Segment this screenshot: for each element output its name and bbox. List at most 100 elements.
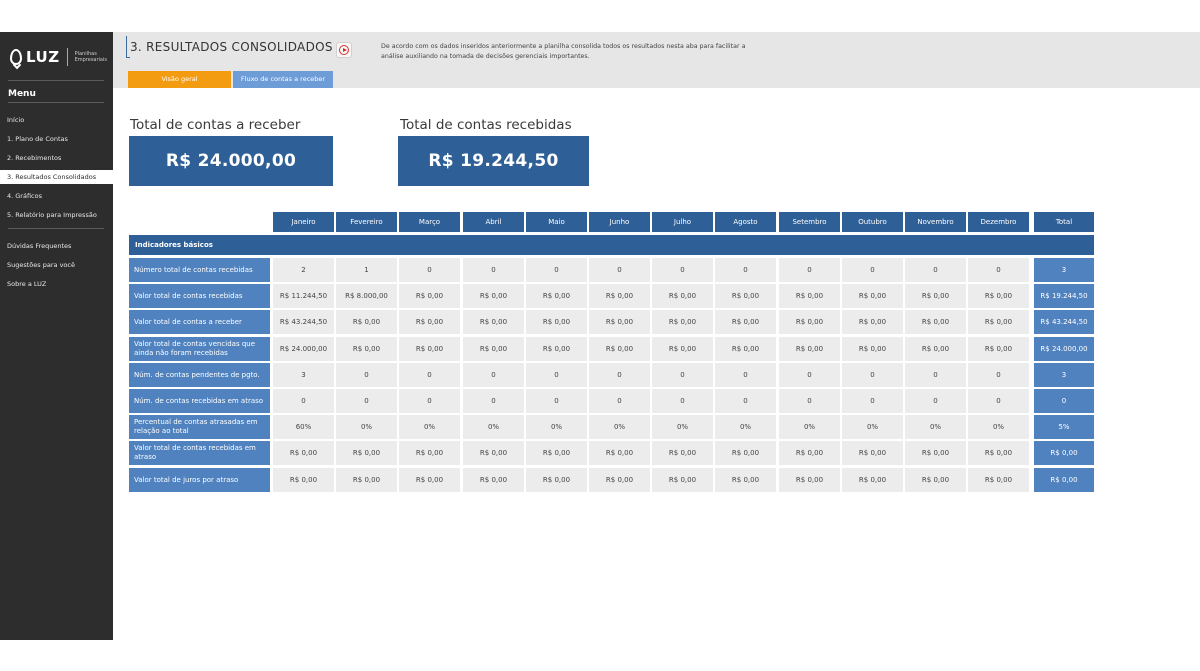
- table-cell[interactable]: 3: [273, 363, 334, 387]
- table-cell[interactable]: R$ 0,00: [336, 441, 397, 465]
- table-cell[interactable]: R$ 0,00: [589, 337, 650, 361]
- table-cell[interactable]: 0%: [589, 415, 650, 439]
- table-cell[interactable]: 0: [905, 258, 966, 282]
- table-cell[interactable]: R$ 0,00: [842, 337, 903, 361]
- table-cell[interactable]: R$ 0,00: [589, 468, 650, 492]
- table-cell[interactable]: R$ 0,00: [842, 284, 903, 308]
- table-cell[interactable]: R$ 0,00: [399, 337, 460, 361]
- table-cell[interactable]: 0: [652, 363, 713, 387]
- table-total-cell[interactable]: R$ 19.244,50: [1034, 284, 1094, 308]
- table-cell[interactable]: R$ 0,00: [905, 441, 966, 465]
- table-cell[interactable]: 0: [905, 389, 966, 413]
- table-cell[interactable]: 0: [715, 258, 776, 282]
- table-cell[interactable]: R$ 0,00: [589, 284, 650, 308]
- table-cell[interactable]: 0: [463, 363, 524, 387]
- table-cell[interactable]: 0: [779, 389, 840, 413]
- table-cell[interactable]: 0: [526, 389, 587, 413]
- table-cell[interactable]: 0: [526, 363, 587, 387]
- sidebar-extra-item[interactable]: Sugestões para você: [7, 261, 75, 269]
- table-cell[interactable]: 0%: [968, 415, 1029, 439]
- table-cell[interactable]: R$ 0,00: [652, 441, 713, 465]
- table-total-cell[interactable]: 0: [1034, 389, 1094, 413]
- table-cell[interactable]: 0: [463, 389, 524, 413]
- table-cell[interactable]: R$ 0,00: [273, 441, 334, 465]
- table-cell[interactable]: 2: [273, 258, 334, 282]
- tab-fluxo-contas-receber[interactable]: Fluxo de contas a receber: [233, 71, 333, 88]
- table-cell[interactable]: R$ 0,00: [526, 284, 587, 308]
- table-total-cell[interactable]: 3: [1034, 363, 1094, 387]
- sidebar-item-3[interactable]: 2. Recebimentos: [7, 154, 62, 162]
- table-cell[interactable]: R$ 0,00: [463, 468, 524, 492]
- table-cell[interactable]: 0: [779, 258, 840, 282]
- table-cell[interactable]: 0: [779, 363, 840, 387]
- table-cell[interactable]: 0%: [336, 415, 397, 439]
- table-total-cell[interactable]: 5%: [1034, 415, 1094, 439]
- table-cell[interactable]: R$ 0,00: [336, 310, 397, 334]
- table-cell[interactable]: 0%: [715, 415, 776, 439]
- table-cell[interactable]: R$ 0,00: [842, 310, 903, 334]
- table-cell[interactable]: R$ 0,00: [336, 468, 397, 492]
- table-cell[interactable]: 0: [526, 258, 587, 282]
- table-cell[interactable]: 0: [336, 389, 397, 413]
- table-cell[interactable]: R$ 0,00: [968, 441, 1029, 465]
- table-cell[interactable]: 0: [399, 258, 460, 282]
- table-cell[interactable]: R$ 0,00: [526, 310, 587, 334]
- table-cell[interactable]: R$ 0,00: [652, 337, 713, 361]
- table-cell[interactable]: 0: [589, 258, 650, 282]
- video-button[interactable]: [336, 42, 352, 58]
- table-cell[interactable]: 60%: [273, 415, 334, 439]
- table-cell[interactable]: R$ 0,00: [842, 441, 903, 465]
- table-cell[interactable]: R$ 0,00: [779, 284, 840, 308]
- table-cell[interactable]: 0: [652, 258, 713, 282]
- table-cell[interactable]: 0: [905, 363, 966, 387]
- table-cell[interactable]: 0: [842, 389, 903, 413]
- table-cell[interactable]: 0: [968, 389, 1029, 413]
- table-cell[interactable]: 0: [336, 363, 397, 387]
- table-cell[interactable]: 0: [968, 258, 1029, 282]
- table-cell[interactable]: 0: [399, 389, 460, 413]
- table-cell[interactable]: R$ 0,00: [336, 337, 397, 361]
- table-cell[interactable]: R$ 0,00: [779, 441, 840, 465]
- table-cell[interactable]: 0: [589, 363, 650, 387]
- sidebar-item-5[interactable]: 4. Gráficos: [7, 192, 42, 200]
- table-cell[interactable]: R$ 0,00: [715, 337, 776, 361]
- table-cell[interactable]: R$ 0,00: [779, 310, 840, 334]
- table-cell[interactable]: R$ 0,00: [968, 284, 1029, 308]
- table-total-cell[interactable]: R$ 0,00: [1034, 441, 1094, 465]
- table-cell[interactable]: 0: [463, 258, 524, 282]
- sidebar-item-4[interactable]: 3. Resultados Consolidados: [0, 170, 113, 184]
- table-cell[interactable]: 1: [336, 258, 397, 282]
- table-total-cell[interactable]: R$ 0,00: [1034, 468, 1094, 492]
- table-cell[interactable]: 0%: [526, 415, 587, 439]
- table-cell[interactable]: 0: [715, 389, 776, 413]
- table-cell[interactable]: 0%: [463, 415, 524, 439]
- table-cell[interactable]: R$ 0,00: [652, 284, 713, 308]
- table-cell[interactable]: R$ 8.000,00: [336, 284, 397, 308]
- table-cell[interactable]: 0%: [779, 415, 840, 439]
- table-cell[interactable]: 0: [842, 363, 903, 387]
- table-cell[interactable]: R$ 0,00: [399, 441, 460, 465]
- table-cell[interactable]: R$ 0,00: [589, 310, 650, 334]
- table-cell[interactable]: R$ 0,00: [715, 284, 776, 308]
- table-cell[interactable]: 0: [968, 363, 1029, 387]
- table-cell[interactable]: R$ 0,00: [463, 441, 524, 465]
- table-cell[interactable]: R$ 0,00: [463, 284, 524, 308]
- table-cell[interactable]: R$ 0,00: [652, 310, 713, 334]
- sidebar-extra-item[interactable]: Dúvidas Frequentes: [7, 242, 72, 250]
- table-cell[interactable]: R$ 0,00: [905, 337, 966, 361]
- table-cell[interactable]: R$ 0,00: [715, 468, 776, 492]
- table-cell[interactable]: R$ 0,00: [842, 468, 903, 492]
- table-cell[interactable]: R$ 0,00: [779, 337, 840, 361]
- table-cell[interactable]: R$ 0,00: [526, 441, 587, 465]
- table-cell[interactable]: R$ 0,00: [968, 468, 1029, 492]
- table-cell[interactable]: R$ 0,00: [779, 468, 840, 492]
- table-cell[interactable]: R$ 0,00: [273, 468, 334, 492]
- table-cell[interactable]: R$ 0,00: [463, 337, 524, 361]
- table-cell[interactable]: R$ 11.244,50: [273, 284, 334, 308]
- table-cell[interactable]: R$ 0,00: [399, 284, 460, 308]
- tab-visao-geral[interactable]: Visão geral: [128, 71, 231, 88]
- table-cell[interactable]: 0: [589, 389, 650, 413]
- table-cell[interactable]: R$ 0,00: [652, 468, 713, 492]
- table-cell[interactable]: R$ 0,00: [399, 310, 460, 334]
- table-cell[interactable]: 0: [715, 363, 776, 387]
